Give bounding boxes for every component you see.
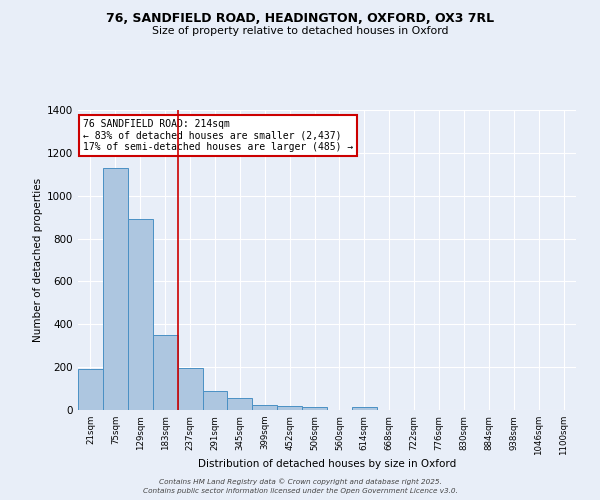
Bar [153, 335, 178, 410]
Text: 76, SANDFIELD ROAD, HEADINGTON, OXFORD, OX3 7RL: 76, SANDFIELD ROAD, HEADINGTON, OXFORD, … [106, 12, 494, 26]
Text: 76 SANDFIELD ROAD: 214sqm
← 83% of detached houses are smaller (2,437)
17% of se: 76 SANDFIELD ROAD: 214sqm ← 83% of detac… [83, 119, 353, 152]
Bar [352, 408, 377, 410]
Bar [203, 390, 227, 410]
Text: Contains HM Land Registry data © Crown copyright and database right 2025.: Contains HM Land Registry data © Crown c… [158, 478, 442, 485]
X-axis label: Distribution of detached houses by size in Oxford: Distribution of detached houses by size … [198, 460, 456, 469]
Bar [178, 368, 203, 410]
Y-axis label: Number of detached properties: Number of detached properties [33, 178, 43, 342]
Text: Contains public sector information licensed under the Open Government Licence v3: Contains public sector information licen… [143, 488, 457, 494]
Bar [227, 398, 253, 410]
Bar [128, 220, 153, 410]
Bar [78, 370, 103, 410]
Bar [103, 168, 128, 410]
Bar [277, 406, 302, 410]
Bar [302, 408, 327, 410]
Text: Size of property relative to detached houses in Oxford: Size of property relative to detached ho… [152, 26, 448, 36]
Bar [253, 404, 277, 410]
